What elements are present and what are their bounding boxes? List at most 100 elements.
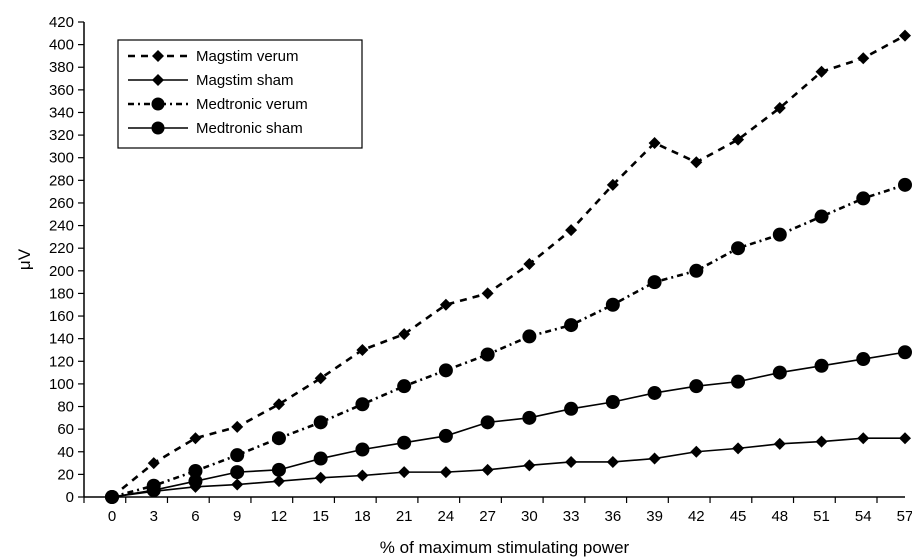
x-tick-label: 24: [438, 508, 455, 525]
data-point: [814, 209, 829, 224]
data-point: [313, 415, 328, 430]
x-tick-label: 9: [233, 508, 241, 525]
y-tick-label: 120: [49, 353, 74, 370]
series-line: [111, 183, 906, 499]
data-point: [814, 358, 829, 373]
x-tick-label: 6: [191, 508, 199, 525]
data-point: [690, 445, 703, 458]
x-tick-label: 30: [521, 508, 538, 525]
y-tick-label: 420: [49, 14, 74, 31]
y-tick-label: 260: [49, 195, 74, 212]
data-point: [481, 287, 494, 300]
data-point: [231, 478, 244, 491]
data-point: [146, 483, 161, 498]
data-point: [438, 428, 453, 443]
data-point: [606, 455, 619, 468]
data-point: [564, 318, 579, 333]
data-point: [689, 263, 704, 278]
data-point: [397, 379, 412, 394]
legend-label: Medtronic verum: [196, 96, 308, 113]
data-point: [188, 474, 203, 489]
data-point: [355, 442, 370, 457]
data-point: [773, 101, 786, 114]
data-point: [438, 363, 453, 378]
data-point: [231, 420, 244, 433]
x-tick-label: 45: [730, 508, 747, 525]
data-point: [732, 442, 745, 455]
series-layer: [105, 29, 912, 504]
data-point: [397, 435, 412, 450]
data-point: [522, 410, 537, 425]
series-line: [111, 437, 905, 498]
series-medtronic-sham: [105, 345, 912, 504]
x-tick-label: 51: [813, 508, 830, 525]
x-tick-label: 36: [604, 508, 621, 525]
legend-marker: [152, 74, 164, 86]
y-tick-label: 20: [57, 466, 74, 483]
data-point: [356, 343, 369, 356]
x-tick-label: 42: [688, 508, 705, 525]
data-point: [732, 133, 745, 146]
y-tick-label: 400: [49, 37, 74, 54]
data-point: [689, 379, 704, 394]
data-point: [481, 463, 494, 476]
data-point: [731, 374, 746, 389]
y-tick-label: 80: [57, 399, 74, 416]
x-axis-title: % of maximum stimulating power: [380, 538, 630, 557]
data-point: [314, 471, 327, 484]
data-point: [522, 329, 537, 344]
data-point: [857, 432, 870, 445]
y-tick-label: 300: [49, 150, 74, 167]
data-point: [313, 451, 328, 466]
data-point: [856, 191, 871, 206]
data-point: [356, 469, 369, 482]
data-point: [189, 432, 202, 445]
y-tick-label: 160: [49, 308, 74, 325]
x-tick-label: 48: [771, 508, 788, 525]
axes: 0204060801001201401601802002202402602803…: [49, 14, 912, 525]
legend-label: Magstim verum: [196, 48, 299, 65]
y-tick-label: 240: [49, 218, 74, 235]
data-point: [439, 298, 452, 311]
data-point: [605, 395, 620, 409]
x-tick-label: 18: [354, 508, 371, 525]
data-point: [480, 415, 495, 430]
data-point: [565, 224, 578, 237]
y-tick-label: 140: [49, 331, 74, 348]
data-point: [898, 345, 912, 360]
y-tick-label: 200: [49, 263, 74, 280]
data-point: [772, 227, 787, 242]
data-point: [772, 365, 787, 380]
y-tick-label: 60: [57, 421, 74, 438]
data-point: [523, 258, 536, 271]
data-point: [605, 297, 620, 312]
data-point: [815, 435, 828, 448]
series-medtronic-verum: [105, 177, 912, 504]
data-point: [271, 462, 286, 477]
series-line: [111, 34, 906, 499]
y-tick-label: 100: [49, 376, 74, 393]
data-point: [815, 65, 828, 78]
data-point: [271, 431, 286, 446]
data-point: [648, 452, 661, 465]
data-point: [856, 352, 871, 367]
data-point: [899, 29, 911, 42]
data-point: [230, 448, 245, 463]
x-tick-label: 33: [563, 508, 580, 525]
x-tick-label: 3: [150, 508, 158, 525]
data-point: [857, 52, 870, 65]
data-point: [272, 475, 285, 488]
x-tick-label: 39: [646, 508, 663, 525]
data-point: [690, 156, 703, 169]
legend: Magstim verum Magstim sham Medtronic verum…: [117, 39, 363, 149]
legend-marker: [152, 50, 164, 62]
y-tick-label: 320: [49, 127, 74, 144]
y-tick-label: 220: [49, 240, 74, 257]
data-point: [564, 401, 579, 416]
y-tick-label: 280: [49, 172, 74, 189]
legend-marker: [151, 121, 165, 135]
x-tick-label: 27: [479, 508, 496, 525]
data-point: [398, 466, 411, 479]
